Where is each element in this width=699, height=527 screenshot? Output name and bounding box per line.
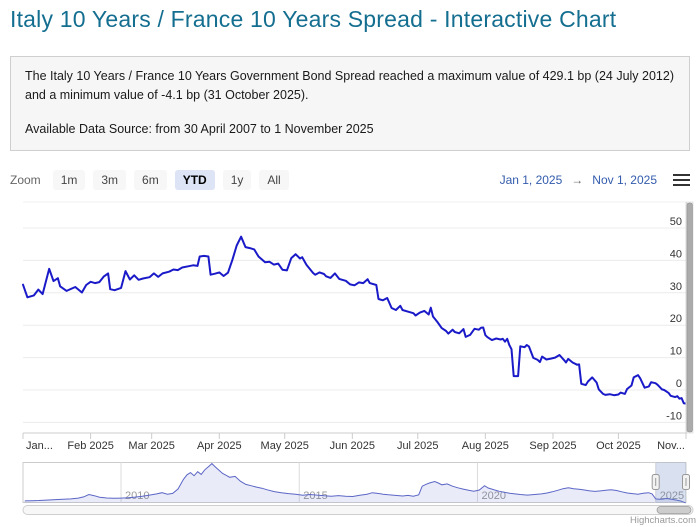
y-axis-label: 10 bbox=[670, 346, 682, 358]
range-arrow: → bbox=[571, 173, 584, 187]
x-axis-label: Jul 2025 bbox=[397, 440, 439, 452]
navigator-area bbox=[23, 463, 686, 503]
chart-toolbar: Zoom 1m 3m 6m YTD 1y All Jan 1, 2025 → Nov 1,… bbox=[10, 167, 690, 193]
range-button-3m[interactable]: 3m bbox=[93, 170, 127, 190]
range-button-1y[interactable]: 1y bbox=[222, 170, 252, 190]
navigator-selected-range[interactable] bbox=[655, 462, 686, 503]
range-to-input[interactable]: Nov 1, 2025 bbox=[592, 173, 657, 187]
highcharts-credits-link[interactable]: Highcharts.com bbox=[630, 515, 696, 526]
y-gridlines bbox=[23, 201, 686, 423]
y-axis-label: 50 bbox=[670, 216, 682, 228]
range-button-ytd[interactable]: YTD bbox=[174, 170, 215, 190]
y-axis-label: 40 bbox=[670, 248, 682, 260]
x-axis-label: Aug 2025 bbox=[462, 440, 509, 452]
x-axis-label: Nov... bbox=[657, 440, 685, 452]
page-title: Italy 10 Years / France 10 Years Spread … bbox=[10, 6, 617, 32]
spread-line-series bbox=[22, 235, 687, 405]
y-axis-label: 20 bbox=[670, 313, 682, 325]
x-axis-label: Oct 2025 bbox=[596, 440, 641, 452]
x-axis-label: Mar 2025 bbox=[128, 440, 174, 452]
x-axis-label: Jan... bbox=[26, 440, 53, 452]
navigator-line bbox=[24, 462, 686, 504]
x-axis-label: Feb 2025 bbox=[67, 440, 113, 452]
y-axis-label: -10 bbox=[666, 410, 682, 422]
range-from-input[interactable]: Jan 1, 2025 bbox=[499, 173, 563, 187]
data-source-text: Available Data Source: from 30 April 200… bbox=[25, 121, 374, 136]
y-axis-label: 30 bbox=[670, 281, 682, 293]
x-scrollbar-thumb[interactable] bbox=[656, 506, 692, 514]
navigator-year-label: 2010 bbox=[125, 490, 149, 502]
x-scrollbar bbox=[22, 505, 694, 515]
navigator-right-handle[interactable] bbox=[682, 474, 690, 490]
range-button-6m[interactable]: 6m bbox=[134, 170, 167, 190]
summary-box: The Italy 10 Years / France 10 Years Gov… bbox=[10, 56, 690, 152]
zoom-label: Zoom bbox=[10, 173, 41, 187]
hamburger-menu-icon[interactable] bbox=[673, 172, 690, 189]
navigator-year-label: 2020 bbox=[481, 490, 505, 502]
y-scrollbar-thumb[interactable] bbox=[686, 202, 693, 433]
x-scrollbar-track[interactable] bbox=[22, 505, 694, 515]
y-scrollbar bbox=[685, 201, 694, 434]
x-axis-label: Apr 2025 bbox=[197, 440, 242, 452]
x-axis-label: Sep 2025 bbox=[529, 440, 576, 452]
summary-text: The Italy 10 Years / France 10 Years Gov… bbox=[25, 69, 674, 103]
x-axis-label: May 2025 bbox=[261, 440, 309, 452]
y-axis-labels: 50 40 30 20 10 0 -10 bbox=[666, 216, 682, 422]
navigator-left-handle[interactable] bbox=[651, 474, 660, 490]
range-button-1m[interactable]: 1m bbox=[52, 170, 86, 190]
date-range-display: Jan 1, 2025 → Nov 1, 2025 bbox=[500, 173, 657, 187]
range-button-all[interactable]: All bbox=[259, 170, 289, 190]
x-axis: Jan... Feb 2025 Mar 2025 Apr 2025 May 2025 Ju… bbox=[22, 432, 687, 452]
navigator-year-label: 2015 bbox=[303, 490, 327, 502]
x-axis-label: Jun 2025 bbox=[330, 440, 375, 452]
navigator: 2010201520202025 bbox=[22, 462, 690, 504]
range-selector: 1m 3m 6m YTD 1y All bbox=[52, 170, 289, 190]
y-axis-label: 0 bbox=[676, 378, 682, 390]
